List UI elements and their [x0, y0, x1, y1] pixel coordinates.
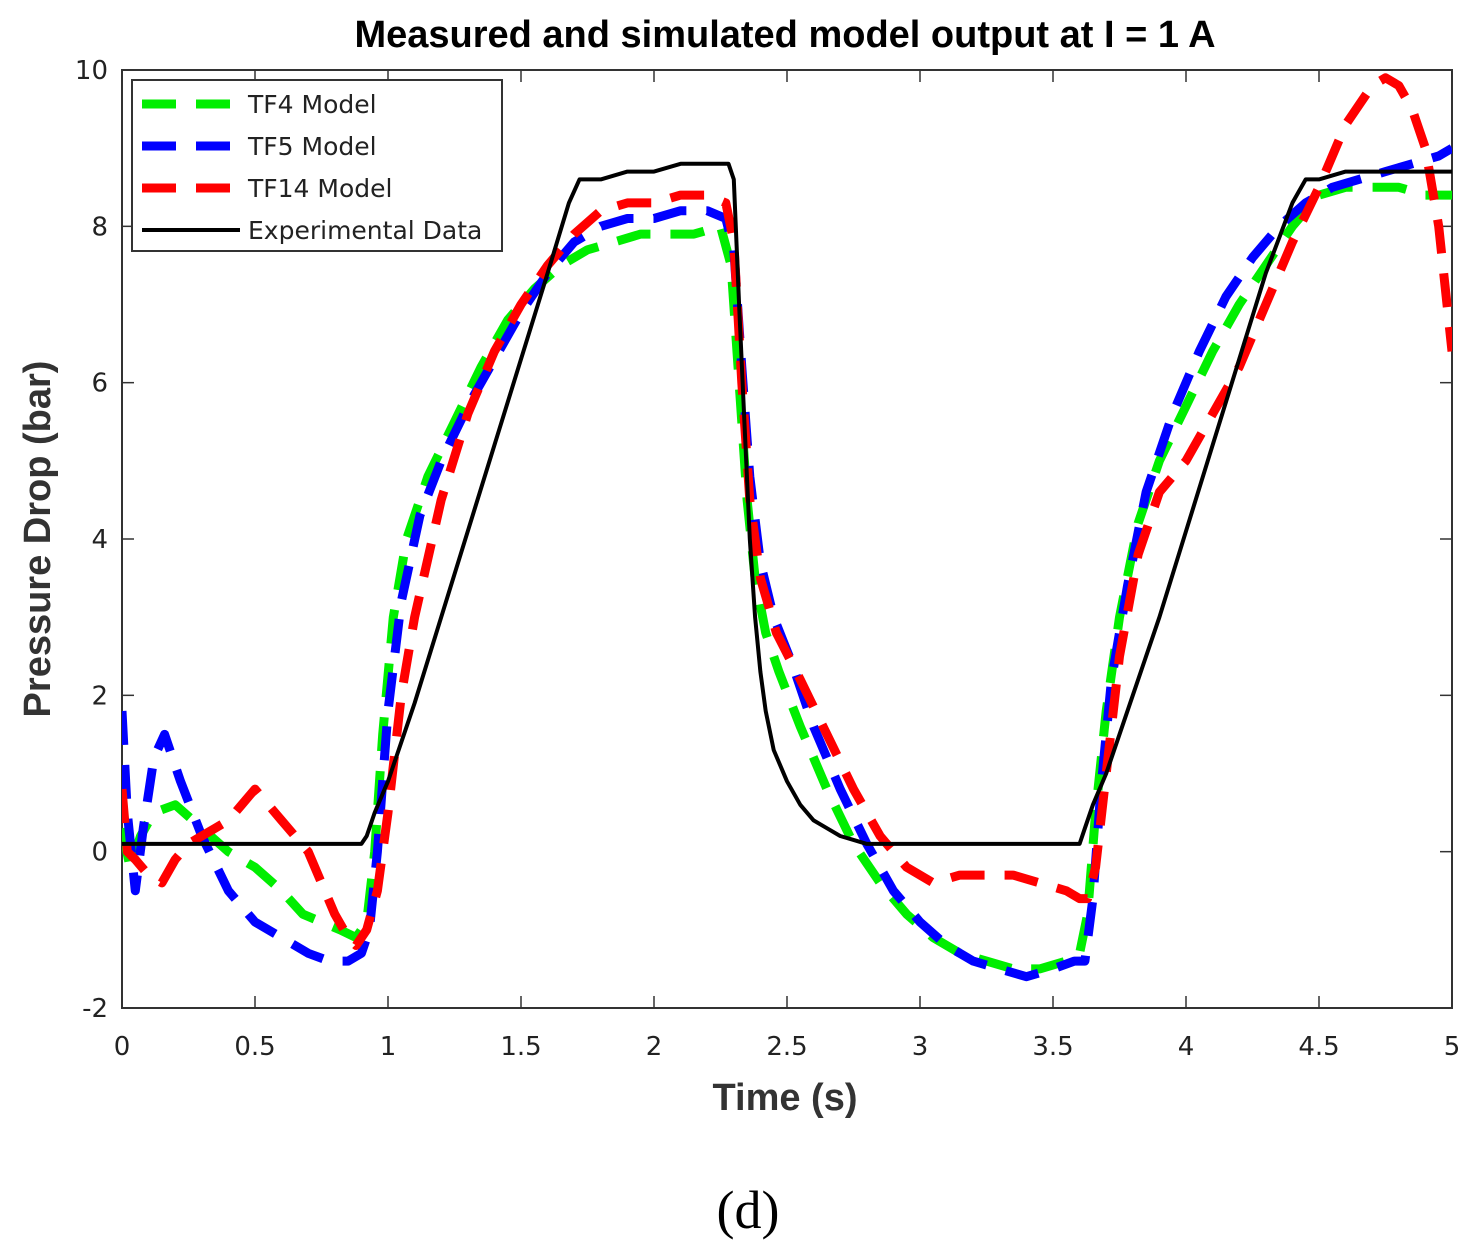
y-tick-labels: -2 0 2 4 6 8 10: [75, 56, 108, 1024]
y-tick-label: 8: [91, 212, 108, 242]
y-axis-label: Pressure Drop (bar): [17, 361, 59, 718]
y-tick-label: 0: [91, 838, 108, 868]
x-tick-label: 3: [912, 1032, 929, 1062]
series-line-tf14-model: [122, 73, 1452, 950]
figure-caption: (d): [717, 1180, 780, 1240]
y-tick-label: 10: [75, 56, 108, 86]
axis-ticks: [121, 69, 1453, 1009]
y-tick-label: 6: [91, 369, 108, 399]
series-layer: [122, 73, 1452, 982]
legend-label: TF4 Model: [247, 90, 377, 119]
legend-box: [131, 79, 503, 252]
x-tick-labels: 0 0.5 1 1.5 2 2.5 3 3.5 4 4.5 5: [114, 1032, 1461, 1062]
legend: TF4 Model TF5 Model TF14 Model Experimental…: [131, 79, 503, 252]
legend-label: TF5 Model: [247, 132, 377, 161]
x-tick-label: 2.5: [766, 1032, 807, 1062]
x-tick-label: 3.5: [1032, 1032, 1073, 1062]
y-tick-label: 4: [91, 525, 108, 555]
chart-title: Measured and simulated model output at I…: [354, 14, 1215, 56]
legend-label: TF14 Model: [247, 174, 392, 203]
x-tick-label: 4: [1178, 1032, 1195, 1062]
x-tick-label: 2: [646, 1032, 663, 1062]
legend-label: Experimental Data: [248, 216, 482, 245]
y-tick-label: -2: [82, 994, 108, 1024]
x-tick-label: 0: [114, 1032, 131, 1062]
x-axis-label: Time (s): [712, 1077, 857, 1119]
x-tick-label: 4.5: [1298, 1032, 1339, 1062]
x-tick-label: 1.5: [500, 1032, 541, 1062]
x-tick-label: 5: [1444, 1032, 1461, 1062]
x-tick-label: 1: [380, 1032, 397, 1062]
x-tick-label: 0.5: [234, 1032, 275, 1062]
series-line-experimental-data: [122, 161, 1452, 846]
y-tick-label: 2: [91, 681, 108, 711]
